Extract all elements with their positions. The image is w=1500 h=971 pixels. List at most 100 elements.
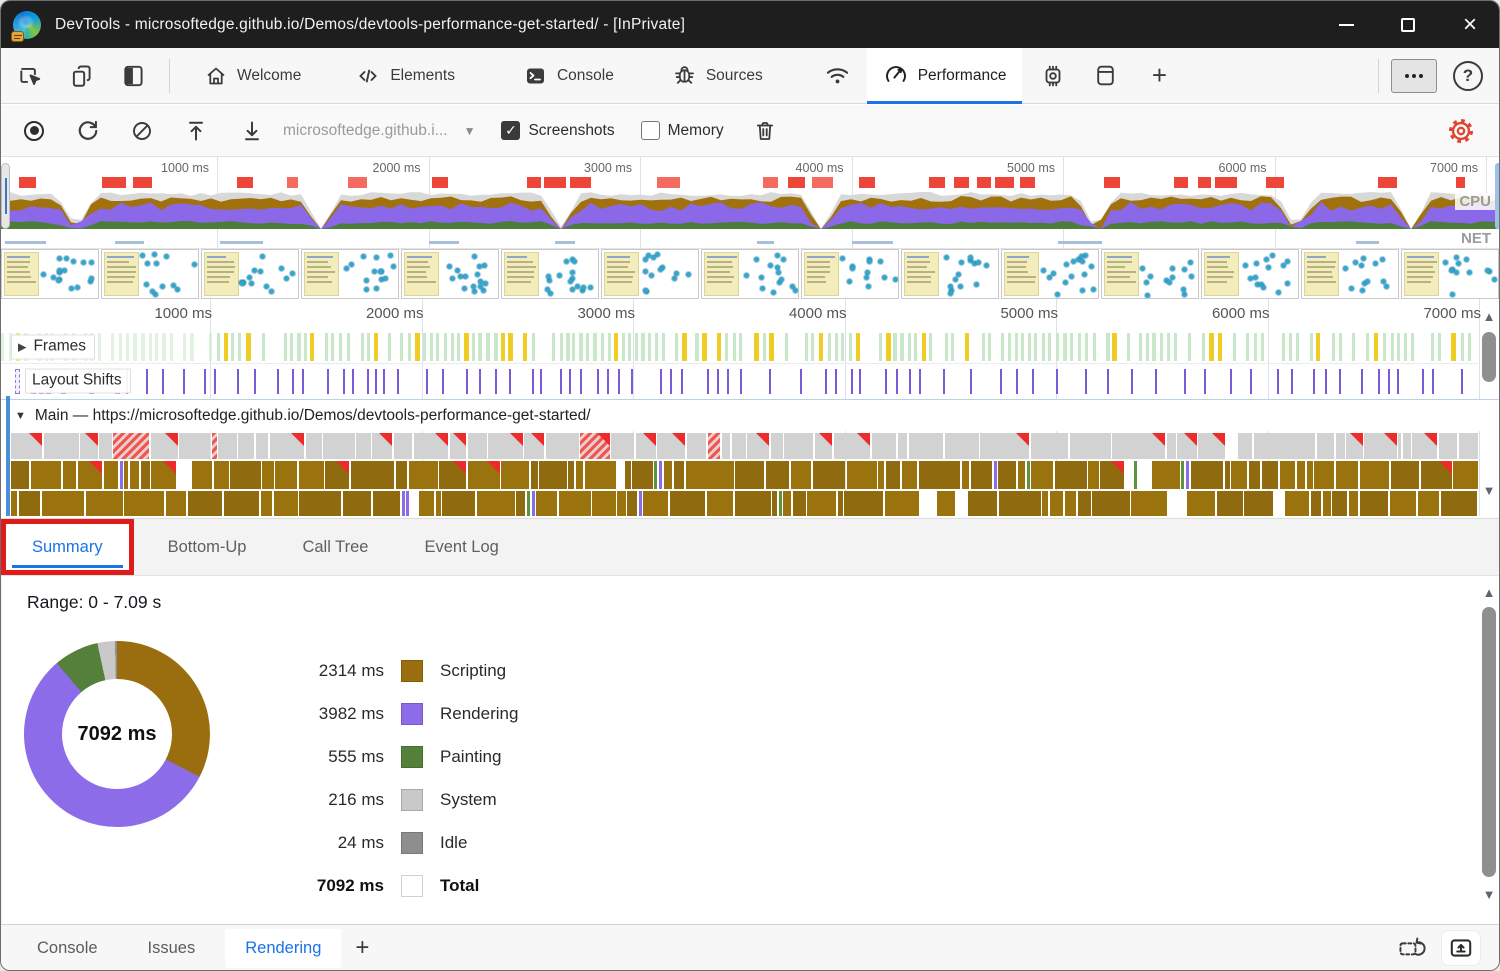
refresh-frame-icon[interactable] [1397,934,1427,962]
task-bar[interactable] [944,433,979,459]
task-bar[interactable] [1335,433,1345,459]
flame-bar[interactable] [401,491,405,516]
task-bar[interactable] [211,433,217,459]
screenshot-thumbnail[interactable] [1401,249,1499,299]
flame-bar[interactable] [1078,491,1091,516]
tab-console[interactable]: Console [507,48,630,104]
memory-checkbox-row[interactable]: Memory [640,121,724,140]
overview-left-handle[interactable] [1,163,10,229]
task-bar[interactable] [256,433,269,459]
more-tools-button[interactable] [1391,58,1437,93]
flame-bar[interactable] [1296,461,1305,489]
tab-sources[interactable]: Sources [656,48,779,104]
flame-bar[interactable] [1314,461,1335,489]
flame-bar[interactable] [1026,461,1030,489]
screenshot-thumbnail[interactable] [801,249,899,299]
add-drawer-tab-icon[interactable]: + [355,934,370,961]
flame-bar[interactable] [85,491,123,516]
screenshot-thumbnail[interactable] [1101,249,1199,299]
screenshot-thumbnail[interactable] [701,249,799,299]
flame-bar[interactable] [187,491,222,516]
flame-bar[interactable] [643,491,668,516]
flame-bar[interactable] [663,461,673,489]
flame-bar[interactable] [1018,461,1026,489]
flame-bar[interactable] [575,461,584,489]
flame-bar[interactable] [1453,461,1478,489]
expand-arrow-icon[interactable]: ▶ [18,341,27,353]
flame-bar[interactable] [638,491,642,516]
flame-bar[interactable] [1417,491,1440,516]
flame-bar[interactable] [41,491,85,516]
flame-bar[interactable] [765,461,789,489]
frames-track-header[interactable]: ▶ Frames [11,334,96,360]
task-bar[interactable] [686,433,707,459]
task-bar[interactable] [1253,433,1316,459]
flame-bar[interactable] [372,491,401,516]
flame-chart-row[interactable] [11,461,1478,489]
task-bar[interactable] [657,433,685,459]
collapse-arrow-icon[interactable]: ▼ [15,409,26,422]
layout-shifts-track-header[interactable]: Layout Shifts [25,368,131,394]
flame-bar[interactable] [1042,491,1049,516]
flame-bar[interactable] [1064,491,1077,516]
flame-bar[interactable] [476,491,515,516]
flame-bar[interactable] [878,461,885,489]
flame-bar[interactable] [409,461,438,489]
flame-bar[interactable] [467,461,500,489]
task-bar[interactable] [99,433,112,459]
task-bar[interactable] [449,433,467,459]
task-bar[interactable] [545,433,579,459]
task-bar[interactable] [413,433,448,459]
task-bar[interactable] [1412,433,1438,459]
flame-bar[interactable] [1261,461,1278,489]
task-bar[interactable] [636,433,656,459]
task-bar[interactable] [909,433,943,459]
task-bar[interactable] [1166,433,1176,459]
flame-bar[interactable] [654,461,658,489]
screenshot-thumbnail[interactable] [1301,249,1399,299]
flame-bar[interactable] [790,461,812,489]
application-icon[interactable] [1090,61,1120,91]
task-bar[interactable] [1069,433,1111,459]
task-bar[interactable] [732,433,746,459]
maximize-button[interactable] [1377,1,1439,48]
scroll-up-icon[interactable]: ▲ [1482,309,1496,324]
flame-bar[interactable] [527,491,531,516]
add-panel-icon[interactable]: + [1151,60,1168,90]
flame-bar[interactable] [778,491,782,516]
task-bar[interactable] [393,433,413,459]
flame-bar[interactable] [970,461,993,489]
flame-bar[interactable] [1306,461,1313,489]
flame-bar[interactable] [1152,461,1180,489]
reload-and-record-icon[interactable] [71,114,105,148]
task-bar[interactable] [1237,433,1253,459]
task-bar[interactable] [1030,433,1069,459]
flame-bar[interactable] [1389,491,1417,516]
timeline-overview[interactable]: 1000 ms 2000 ms 3000 ms 4000 ms 5000 ms 6000 … [1,157,1500,249]
flame-bar[interactable] [165,491,186,516]
flame-bar[interactable] [501,461,529,489]
flame-bar[interactable] [1216,491,1243,516]
flame-bar[interactable] [406,491,410,516]
drawer-tab-rendering[interactable]: Rendering [225,928,342,968]
flame-bar[interactable] [11,491,17,516]
flame-bar[interactable] [223,491,260,516]
task-bar[interactable] [611,433,635,459]
network-icon[interactable] [823,61,853,91]
flame-bar[interactable] [919,461,961,489]
task-bar[interactable] [218,433,237,459]
frames-track[interactable] [1,331,1478,363]
flame-bar[interactable] [1100,461,1124,489]
flame-bar[interactable] [439,461,467,489]
device-emulation-icon[interactable] [67,61,97,91]
task-bar[interactable] [1403,433,1411,459]
task-bar[interactable] [1364,433,1397,459]
tab-summary[interactable]: Summary [6,524,129,570]
screenshot-thumbnail[interactable] [1001,249,1099,299]
cpu-activity-chart[interactable] [1,189,1500,229]
tab-bottom-up[interactable]: Bottom-Up [167,537,247,556]
task-bar[interactable] [784,433,814,459]
flame-bar[interactable] [124,491,165,516]
flame-bar[interactable] [230,461,261,489]
flame-bar[interactable] [262,461,274,489]
